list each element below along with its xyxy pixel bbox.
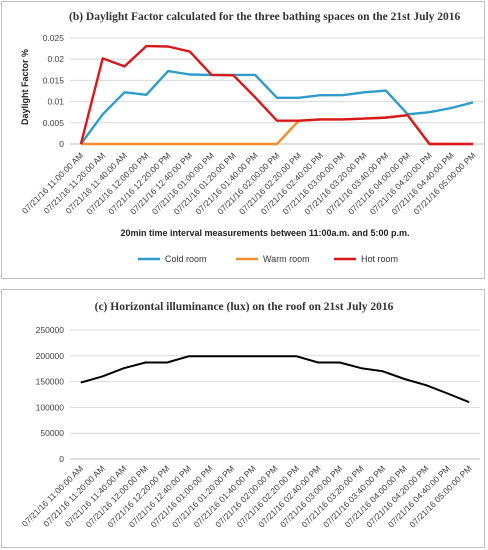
y-tick-label: 0: [59, 454, 64, 464]
chart-b-panel: (b) Daylight Factor calculated for the t…: [1, 1, 485, 279]
series-line: [79, 69, 474, 145]
chart-b-svg: (b) Daylight Factor calculated for the t…: [20, 11, 484, 264]
y-tick-label: 100000: [36, 402, 65, 412]
series-line: [80, 355, 470, 404]
chart-b-y-axis-label: Daylight Factor %: [20, 49, 30, 125]
chart-b-series-lines: [79, 44, 474, 146]
y-tick-label: 0.02: [47, 54, 64, 64]
chart-c-gridlines: [70, 329, 480, 460]
chart-b-x-axis-label: 20min time interval measurements between…: [120, 228, 409, 238]
chart-c-title: (c) Horizontal illuminance (lux) on the …: [95, 301, 394, 313]
legend-label: Hot room: [361, 254, 398, 264]
y-tick-label: 250000: [36, 325, 65, 335]
y-tick-label: 50000: [40, 428, 64, 438]
chart-c-series-lines: [80, 355, 470, 404]
y-tick-label: 0.025: [43, 33, 65, 43]
chart-b-gridlines: [70, 37, 484, 145]
y-tick-label: 0.01: [47, 97, 64, 107]
chart-c-panel: (c) Horizontal illuminance (lux) on the …: [1, 289, 485, 548]
y-tick-label: 0.015: [43, 75, 65, 85]
y-tick-label: 200000: [36, 351, 65, 361]
chart-b-title: (b) Daylight Factor calculated for the t…: [69, 11, 461, 23]
y-tick-label: 0: [59, 139, 64, 149]
chart-b-legend: Cold room Warm room Hot room: [138, 254, 398, 264]
legend-label: Warm room: [263, 254, 310, 264]
chart-c-svg: (c) Horizontal illuminance (lux) on the …: [20, 301, 480, 530]
chart-c-y-ticks: 0 50000 100000 150000 200000 250000: [36, 325, 65, 464]
y-tick-label: 0.005: [43, 118, 65, 128]
y-tick-label: 150000: [36, 377, 65, 387]
chart-b-y-ticks: 0 0.005 0.01 0.015 0.02 0.025: [43, 33, 65, 149]
legend-label: Cold room: [165, 254, 207, 264]
